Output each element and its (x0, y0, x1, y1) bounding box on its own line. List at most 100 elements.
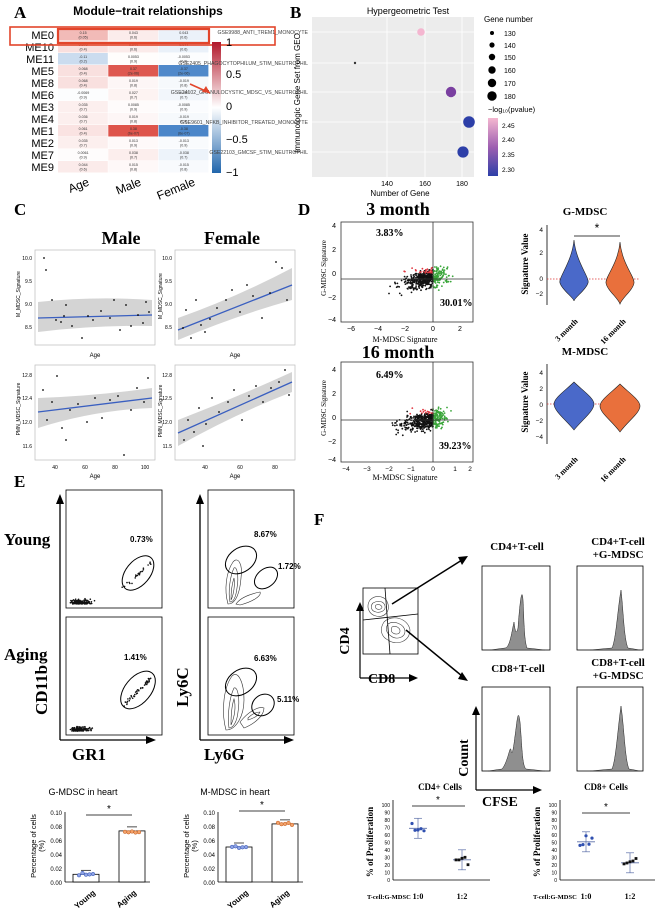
flow-event (127, 698, 129, 700)
cell-pvalue: (0.6) (180, 36, 187, 40)
cell-value: -0.019 (179, 79, 189, 83)
d-xlabel-3m: M-MDSC Signature (372, 335, 438, 344)
size-legend-label: 150 (504, 55, 516, 62)
axis-label-gr1: GR1 (72, 745, 106, 764)
data-point (587, 842, 591, 846)
scatter-point (419, 410, 422, 413)
data-point (419, 827, 423, 831)
scatter-point (404, 283, 407, 285)
flow-event (129, 698, 131, 700)
scatter-point (420, 285, 423, 288)
scale-label: 1 (226, 37, 232, 49)
bar-point (236, 845, 242, 850)
ytick: 4 (332, 223, 336, 230)
scatter-point (446, 267, 448, 270)
flow-event (131, 697, 134, 699)
bar-xlabel: Aging (115, 888, 138, 910)
scatter-point (427, 273, 430, 275)
scatter-point (415, 276, 417, 279)
dot-title: CD8+ Cells (584, 782, 628, 792)
bar-point (282, 821, 288, 826)
violin-ylabel: Signature Value (520, 233, 530, 294)
scatter-point (391, 424, 394, 427)
arrow-icon (458, 672, 468, 681)
panel-letter-c: C (14, 200, 26, 219)
data-point (463, 855, 467, 859)
flow-event (84, 726, 86, 728)
scatter-point (422, 270, 425, 273)
ytick: 40 (551, 848, 557, 854)
flow-event (69, 728, 72, 731)
xtick: 2 (468, 466, 472, 473)
flow-event (141, 570, 143, 573)
scatter-point (441, 268, 444, 271)
flow-event (149, 677, 151, 680)
scatter-point (406, 414, 409, 417)
arrow-icon (56, 494, 64, 504)
scale-label: 0.5 (226, 69, 241, 81)
scatter-point (441, 426, 443, 429)
bar-point (83, 872, 89, 877)
bar-point (286, 820, 291, 826)
confidence-band (38, 298, 152, 332)
scatter-point (407, 423, 409, 426)
ytick: 12.8 (162, 373, 172, 379)
cell-pvalue: (0.9) (130, 60, 137, 64)
cell-value: 0.044 (79, 163, 88, 167)
flow-event (89, 598, 92, 600)
heatmap-cell (58, 125, 108, 137)
scatter-point (423, 279, 426, 282)
flow-event (134, 691, 137, 693)
quadrant-line (384, 587, 391, 655)
flow-event (150, 563, 152, 565)
histogram (589, 705, 641, 772)
scatter-point (400, 279, 403, 282)
data-point (628, 860, 632, 864)
scatter-point (439, 274, 442, 277)
dot-ylabel: % of Proliferation (532, 807, 542, 877)
flow-event (86, 727, 88, 730)
scatter-point (407, 288, 409, 290)
flow-event (136, 692, 139, 694)
heatmap-cell (158, 137, 209, 149)
scatter-point (409, 412, 412, 415)
scatter-point (396, 420, 398, 423)
scatter-point (418, 423, 420, 425)
cell-pvalue: (0.8) (130, 120, 137, 124)
signature-scatter-3m (388, 265, 454, 297)
cell-value: 0.0053 (128, 55, 139, 59)
scatter-point (395, 422, 397, 424)
scatter-point (433, 286, 435, 289)
scatter-point (415, 272, 417, 275)
dot-xlabel: 1:2 (457, 892, 468, 901)
gate-arrow (405, 629, 463, 677)
scatter-point (410, 282, 413, 285)
scatter-point (429, 421, 432, 424)
scatter-point (410, 274, 412, 276)
cell-pvalue: (0.9) (130, 108, 137, 112)
sig-mark: * (604, 802, 608, 813)
cell-value: -0.027 (179, 91, 189, 95)
xtick: −1 (407, 466, 415, 473)
cell-pvalue: (0.4) (79, 48, 86, 52)
scatter-point (400, 422, 403, 425)
heatmap-cell (58, 53, 108, 65)
scatter-point (410, 431, 413, 433)
heatmap-cell (158, 29, 209, 41)
flow-event (83, 729, 85, 731)
scatter-point (415, 283, 417, 285)
flow-event (72, 599, 75, 601)
scatter-point (439, 407, 442, 410)
scatter-point (430, 408, 432, 411)
scatter-points (43, 257, 150, 339)
scatter-point (438, 425, 440, 427)
flow-event (89, 603, 91, 605)
scatter-point (416, 279, 419, 281)
xtick: 0 (431, 466, 435, 473)
confidence-band (178, 372, 292, 446)
ytick: 0.08 (50, 825, 62, 831)
d-ylabel-16m: G-MDSC Signature (320, 380, 328, 436)
scatter-point (445, 279, 448, 281)
scatter-point (403, 270, 406, 273)
plot-frame (34, 249, 156, 346)
